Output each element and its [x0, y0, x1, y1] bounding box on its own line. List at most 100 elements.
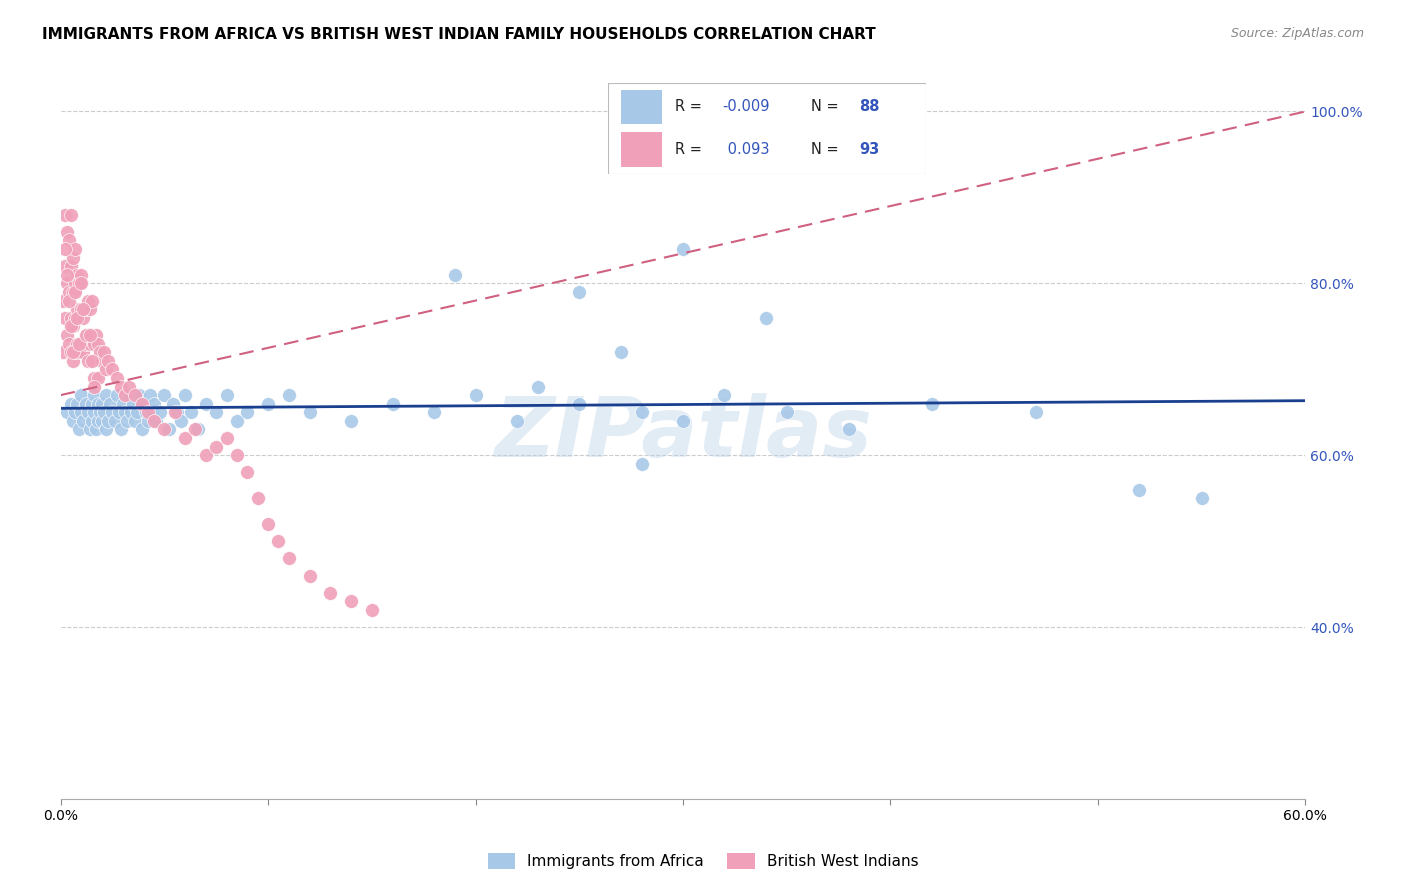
Point — [76, 293, 98, 308]
Point — [713, 388, 735, 402]
Point — [135, 405, 157, 419]
Point — [174, 431, 197, 445]
Point — [52, 345, 75, 359]
Point — [84, 328, 107, 343]
Point — [136, 414, 159, 428]
Point — [63, 345, 86, 359]
Point — [298, 405, 321, 419]
Point — [124, 414, 146, 428]
Point — [87, 414, 110, 428]
Point — [1025, 405, 1047, 419]
Point — [127, 405, 149, 419]
Point — [56, 328, 79, 343]
Point — [630, 457, 652, 471]
Point — [72, 302, 94, 317]
Point — [66, 310, 89, 325]
Point — [96, 388, 118, 402]
Point — [53, 208, 76, 222]
Point — [194, 397, 217, 411]
Point — [319, 586, 342, 600]
Point — [79, 336, 101, 351]
Point — [62, 251, 84, 265]
Point — [58, 285, 80, 299]
Point — [110, 379, 132, 393]
Point — [58, 336, 80, 351]
Point — [59, 208, 82, 222]
Point — [59, 345, 82, 359]
Point — [75, 336, 97, 351]
Point — [672, 414, 695, 428]
Point — [70, 268, 93, 282]
Point — [755, 310, 778, 325]
Point — [62, 414, 84, 428]
Point — [62, 345, 84, 359]
Text: Source: ZipAtlas.com: Source: ZipAtlas.com — [1230, 27, 1364, 40]
Point — [93, 345, 115, 359]
Point — [110, 422, 132, 436]
Point — [62, 285, 84, 299]
Point — [80, 414, 103, 428]
Point — [128, 388, 150, 402]
Point — [115, 414, 138, 428]
Point — [610, 345, 633, 359]
Point — [79, 422, 101, 436]
Point — [162, 397, 184, 411]
Point — [277, 551, 299, 566]
Point — [105, 371, 128, 385]
Point — [267, 534, 290, 549]
Point — [87, 336, 110, 351]
Point — [91, 414, 114, 428]
Point — [298, 568, 321, 582]
Point — [187, 422, 209, 436]
Point — [52, 293, 75, 308]
Point — [136, 405, 159, 419]
Point — [75, 328, 97, 343]
Text: ZIPatlas: ZIPatlas — [494, 393, 872, 475]
Point — [83, 388, 105, 402]
Point — [83, 371, 105, 385]
Point — [79, 302, 101, 317]
Point — [67, 336, 90, 351]
Point — [58, 293, 80, 308]
Point — [568, 397, 591, 411]
Point — [67, 422, 90, 436]
Point — [59, 310, 82, 325]
Point — [246, 491, 269, 506]
Point — [96, 422, 118, 436]
Point — [91, 353, 114, 368]
Point — [630, 405, 652, 419]
Point — [56, 268, 79, 282]
Point — [83, 336, 105, 351]
Point — [157, 422, 180, 436]
Point — [70, 388, 93, 402]
Point — [67, 310, 90, 325]
Point — [63, 405, 86, 419]
Point — [1191, 491, 1213, 506]
Point — [59, 319, 82, 334]
Point — [120, 405, 142, 419]
Point — [360, 603, 382, 617]
Point — [66, 302, 89, 317]
Point — [101, 362, 124, 376]
Point — [89, 345, 111, 359]
Point — [205, 405, 228, 419]
Point — [236, 405, 259, 419]
Point — [97, 414, 120, 428]
Point — [236, 466, 259, 480]
Point — [66, 336, 89, 351]
Point — [180, 405, 202, 419]
Point — [59, 397, 82, 411]
Point — [672, 242, 695, 256]
Point — [149, 405, 172, 419]
Point — [131, 422, 153, 436]
Point — [67, 277, 90, 291]
Point — [184, 422, 207, 436]
Point — [118, 388, 141, 402]
Point — [194, 448, 217, 462]
Point — [75, 302, 97, 317]
Point — [76, 405, 98, 419]
Point — [66, 397, 89, 411]
Point — [143, 414, 166, 428]
Point — [76, 328, 98, 343]
Point — [166, 405, 188, 419]
